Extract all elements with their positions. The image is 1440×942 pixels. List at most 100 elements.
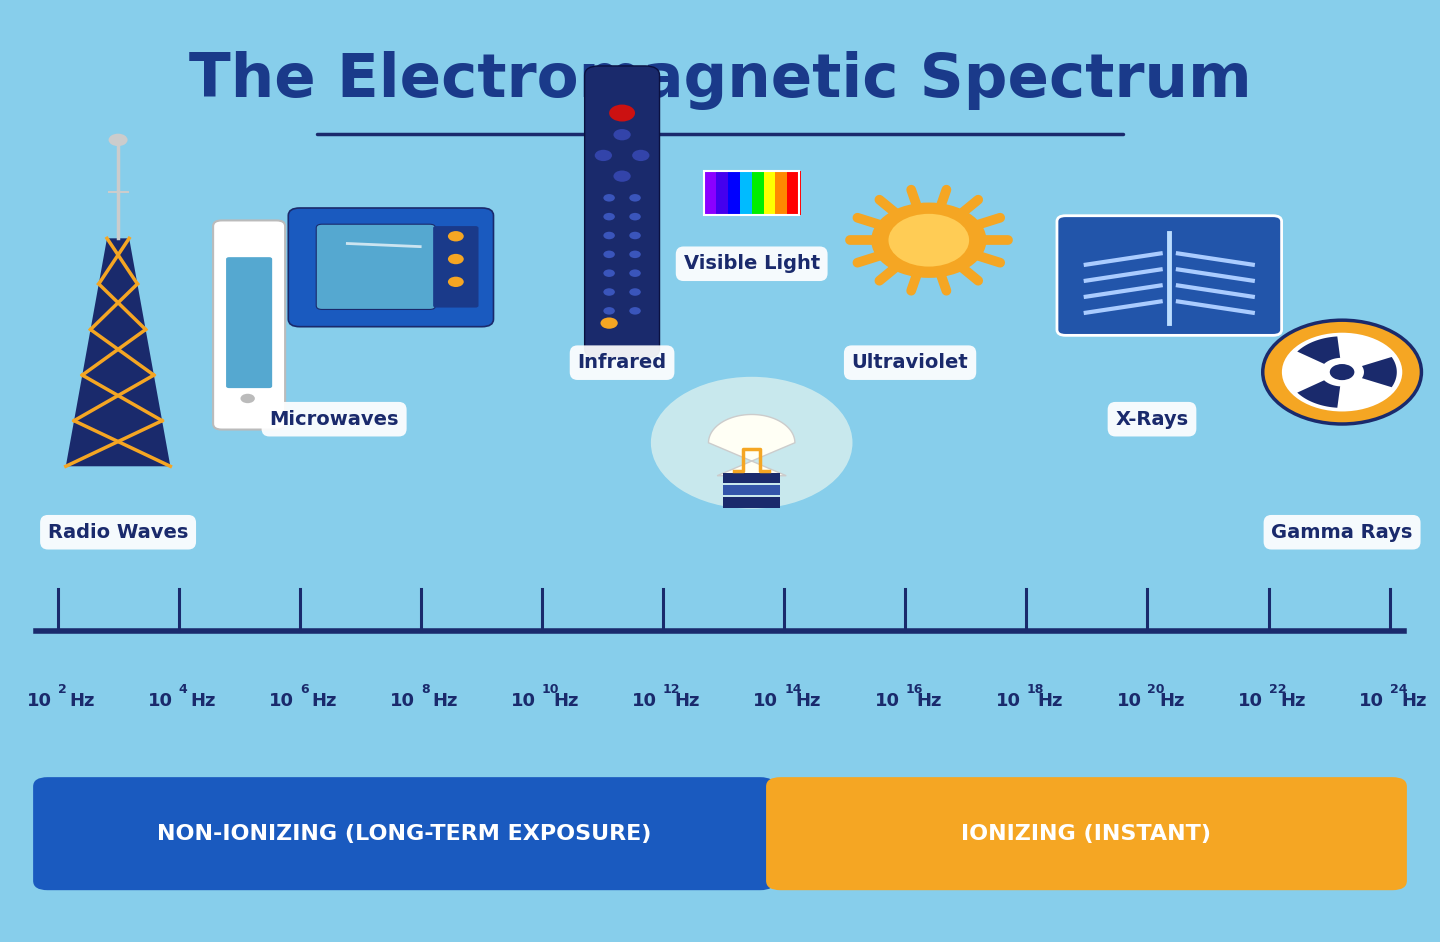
Bar: [723, 485, 780, 495]
Text: IONIZING (INSTANT): IONIZING (INSTANT): [962, 823, 1211, 844]
FancyBboxPatch shape: [766, 777, 1407, 890]
Circle shape: [629, 194, 641, 202]
Circle shape: [1329, 364, 1355, 381]
FancyBboxPatch shape: [213, 220, 285, 430]
Text: Infrared: Infrared: [577, 353, 667, 372]
Circle shape: [603, 269, 615, 277]
Text: 8: 8: [420, 683, 429, 696]
Text: 10: 10: [874, 692, 900, 710]
Circle shape: [108, 134, 128, 146]
Circle shape: [613, 171, 631, 182]
Text: Hz: Hz: [1280, 692, 1306, 710]
Text: 10: 10: [1116, 692, 1142, 710]
Circle shape: [603, 251, 615, 258]
Circle shape: [629, 288, 641, 296]
Text: 24: 24: [1390, 683, 1407, 696]
Text: Hz: Hz: [1401, 692, 1427, 710]
Bar: [740, 171, 753, 215]
Polygon shape: [708, 414, 795, 476]
Text: 10: 10: [269, 692, 294, 710]
Circle shape: [1282, 333, 1403, 412]
Text: 10: 10: [1238, 692, 1263, 710]
Circle shape: [603, 194, 615, 202]
Bar: [723, 497, 780, 508]
Text: Hz: Hz: [1038, 692, 1063, 710]
Circle shape: [629, 269, 641, 277]
Text: 10: 10: [511, 692, 536, 710]
Bar: [752, 171, 765, 215]
Text: 22: 22: [1269, 683, 1286, 696]
Circle shape: [603, 288, 615, 296]
Text: Hz: Hz: [432, 692, 458, 710]
Text: 10: 10: [753, 692, 779, 710]
Circle shape: [603, 213, 615, 220]
Text: Hz: Hz: [190, 692, 216, 710]
Circle shape: [871, 203, 986, 278]
FancyBboxPatch shape: [585, 66, 660, 358]
Bar: [716, 171, 729, 215]
Bar: [727, 171, 742, 215]
Circle shape: [448, 277, 464, 287]
Text: The Electromagnetic Spectrum: The Electromagnetic Spectrum: [189, 51, 1251, 109]
Circle shape: [629, 232, 641, 239]
Text: 14: 14: [785, 683, 802, 696]
Text: 18: 18: [1027, 683, 1044, 696]
Bar: [723, 473, 780, 483]
Text: 2: 2: [58, 683, 66, 696]
Circle shape: [240, 394, 255, 403]
Circle shape: [603, 232, 615, 239]
Text: Gamma Rays: Gamma Rays: [1272, 523, 1413, 542]
Text: 10: 10: [1359, 692, 1384, 710]
Text: 16: 16: [906, 683, 923, 696]
Text: 10: 10: [632, 692, 657, 710]
Text: Hz: Hz: [553, 692, 579, 710]
Polygon shape: [1362, 357, 1397, 387]
Text: Ultraviolet: Ultraviolet: [851, 353, 969, 372]
Text: 10: 10: [148, 692, 173, 710]
Text: 6: 6: [300, 683, 308, 696]
Text: 10: 10: [390, 692, 415, 710]
Bar: [763, 171, 778, 215]
Text: 10: 10: [27, 692, 52, 710]
Polygon shape: [66, 238, 170, 466]
Circle shape: [448, 254, 464, 265]
Text: X-Rays: X-Rays: [1116, 410, 1188, 429]
Text: 20: 20: [1148, 683, 1165, 696]
Circle shape: [603, 307, 615, 315]
FancyBboxPatch shape: [33, 777, 775, 890]
FancyBboxPatch shape: [433, 226, 478, 307]
Text: 12: 12: [662, 683, 681, 696]
Circle shape: [632, 150, 649, 161]
Circle shape: [629, 307, 641, 315]
Text: Visible Light: Visible Light: [684, 254, 819, 273]
Polygon shape: [1297, 336, 1341, 364]
Text: Radio Waves: Radio Waves: [48, 523, 189, 542]
Circle shape: [629, 251, 641, 258]
Text: Microwaves: Microwaves: [269, 410, 399, 429]
Text: Hz: Hz: [796, 692, 821, 710]
Text: Hz: Hz: [917, 692, 942, 710]
Text: 10: 10: [995, 692, 1021, 710]
Circle shape: [651, 377, 852, 509]
Bar: [704, 171, 799, 215]
Text: Hz: Hz: [69, 692, 95, 710]
Circle shape: [613, 129, 631, 140]
Text: Hz: Hz: [311, 692, 337, 710]
Text: NON-IONIZING (LONG-TERM EXPOSURE): NON-IONIZING (LONG-TERM EXPOSURE): [157, 823, 651, 844]
Text: 10: 10: [541, 683, 560, 696]
Polygon shape: [1297, 381, 1341, 408]
Text: 4: 4: [179, 683, 187, 696]
FancyBboxPatch shape: [317, 224, 435, 309]
Circle shape: [629, 213, 641, 220]
Circle shape: [609, 105, 635, 122]
Text: Hz: Hz: [674, 692, 700, 710]
FancyBboxPatch shape: [226, 257, 272, 388]
Circle shape: [595, 150, 612, 161]
Circle shape: [448, 231, 464, 241]
FancyBboxPatch shape: [1057, 216, 1282, 335]
Circle shape: [888, 214, 969, 267]
Bar: [775, 171, 789, 215]
Bar: [788, 171, 801, 215]
Bar: [704, 171, 717, 215]
Circle shape: [600, 317, 618, 329]
